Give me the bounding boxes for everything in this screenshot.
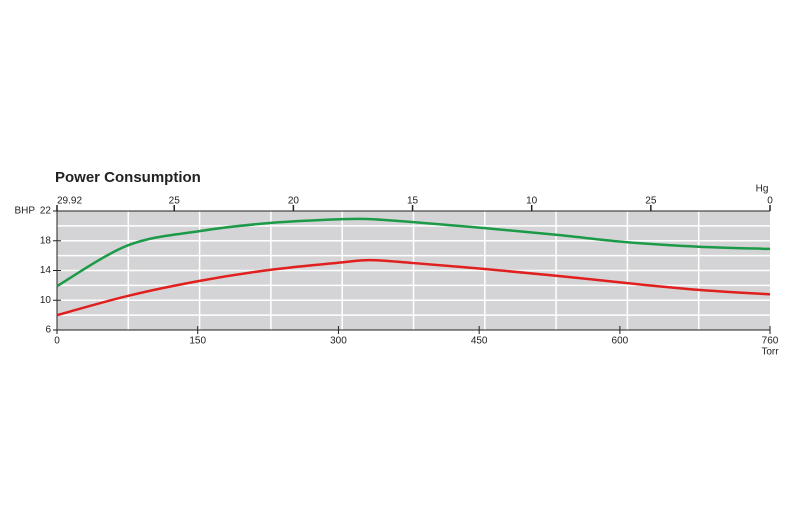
x2-tick-label: 25: [645, 196, 657, 207]
x-tick-label: 0: [54, 336, 60, 347]
x-tick-label: 760: [762, 336, 779, 347]
x2-tick-label: 15: [407, 196, 419, 207]
x-axis-label: Torr: [761, 347, 779, 358]
x2-tick-label: 0: [767, 196, 773, 207]
y-axis-label: BHP: [14, 206, 35, 217]
y-tick-label: 14: [40, 265, 52, 276]
y-tick-label: 6: [45, 325, 51, 336]
series-line: [56, 217, 771, 288]
x-tick-label: 600: [612, 336, 629, 347]
x-tick-label: 300: [330, 336, 347, 347]
x2-tick-label: 10: [526, 196, 538, 207]
x2-tick-label: 20: [288, 196, 300, 207]
y-tick-label: 10: [40, 295, 52, 306]
y-tick-label: 22: [40, 206, 52, 217]
y-tick-label: 18: [40, 235, 52, 246]
series-line: [56, 258, 771, 317]
x2-tick-label: 25: [169, 196, 181, 207]
x-tick-label: 150: [189, 336, 206, 347]
x2-tick-label: 29.92: [57, 196, 82, 207]
x2-axis-label: Hg: [756, 184, 769, 195]
chart-title: Power Consumption: [55, 169, 201, 186]
x-tick-label: 450: [471, 336, 488, 347]
